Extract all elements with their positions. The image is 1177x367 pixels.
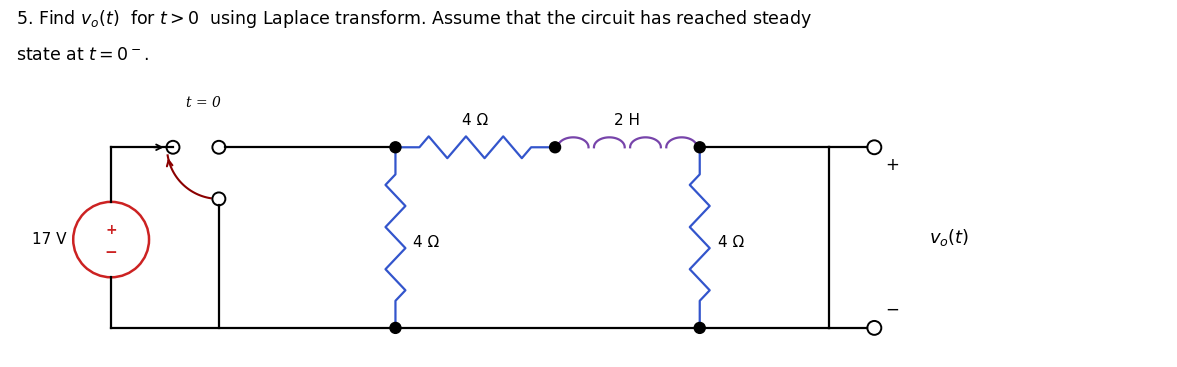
Text: 17 V: 17 V [32,232,67,247]
Text: 4 Ω: 4 Ω [718,235,744,250]
Circle shape [694,142,705,153]
Text: 4 Ω: 4 Ω [463,113,488,128]
Circle shape [550,142,560,153]
Circle shape [694,323,705,333]
Text: 4 Ω: 4 Ω [413,235,440,250]
Circle shape [390,142,401,153]
Text: 2 H: 2 H [614,113,640,128]
Text: state at $t = 0^-$.: state at $t = 0^-$. [16,46,149,64]
Text: −: − [885,301,899,319]
Text: −: − [105,245,118,260]
Text: t = 0: t = 0 [186,95,221,110]
Circle shape [390,323,401,333]
Text: $v_o(t)$: $v_o(t)$ [929,227,970,248]
Text: 5. Find $v_o(t)$  for $t > 0$  using Laplace transform. Assume that the circuit : 5. Find $v_o(t)$ for $t > 0$ using Lapla… [16,8,812,30]
Text: +: + [885,156,899,174]
Text: +: + [105,223,117,237]
